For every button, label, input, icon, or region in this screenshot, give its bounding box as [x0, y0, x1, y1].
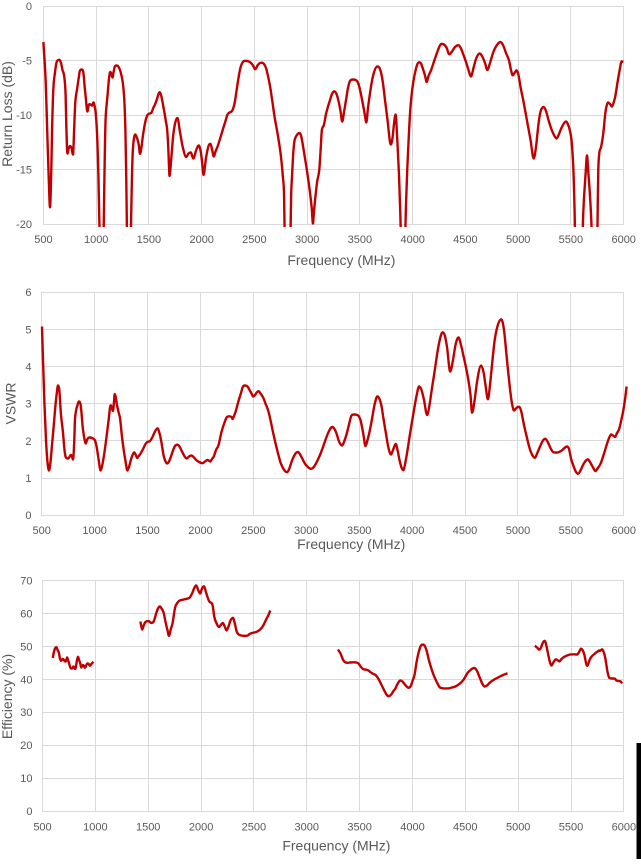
- svg-text:500: 500: [34, 234, 52, 246]
- svg-text:70: 70: [20, 576, 32, 588]
- svg-text:3500: 3500: [347, 525, 371, 537]
- svg-text:-10: -10: [16, 110, 32, 122]
- svg-text:5000: 5000: [506, 525, 530, 537]
- svg-text:Frequency (MHz): Frequency (MHz): [287, 252, 395, 268]
- svg-text:5500: 5500: [559, 822, 583, 834]
- svg-text:0: 0: [26, 806, 32, 818]
- svg-text:Efficiency (%): Efficiency (%): [0, 654, 15, 739]
- svg-text:2000: 2000: [189, 234, 213, 246]
- svg-text:4000: 4000: [400, 525, 424, 537]
- svg-text:-20: -20: [16, 219, 32, 231]
- svg-text:500: 500: [33, 525, 51, 537]
- svg-text:6000: 6000: [612, 822, 636, 834]
- svg-text:3000: 3000: [295, 234, 319, 246]
- svg-text:4000: 4000: [400, 822, 424, 834]
- svg-text:Return Loss (dB): Return Loss (dB): [0, 61, 15, 167]
- svg-text:2500: 2500: [241, 525, 265, 537]
- svg-text:1500: 1500: [136, 822, 160, 834]
- svg-text:6: 6: [25, 287, 31, 299]
- svg-text:1000: 1000: [83, 822, 107, 834]
- svg-text:Frequency (MHz): Frequency (MHz): [297, 536, 405, 552]
- svg-text:1000: 1000: [84, 234, 108, 246]
- svg-text:5500: 5500: [559, 234, 583, 246]
- svg-text:4: 4: [25, 362, 31, 374]
- svg-text:10: 10: [20, 773, 32, 785]
- svg-text:1500: 1500: [135, 525, 159, 537]
- svg-text:20: 20: [20, 740, 32, 752]
- svg-text:4500: 4500: [453, 525, 477, 537]
- svg-text:1500: 1500: [137, 234, 161, 246]
- svg-text:5: 5: [25, 324, 31, 336]
- svg-text:1000: 1000: [82, 525, 106, 537]
- svg-text:VSWR: VSWR: [3, 383, 19, 425]
- svg-text:3500: 3500: [347, 822, 371, 834]
- svg-text:Frequency (MHz): Frequency (MHz): [282, 838, 390, 854]
- svg-text:-15: -15: [16, 165, 32, 177]
- svg-text:0: 0: [25, 510, 31, 522]
- svg-text:3000: 3000: [295, 822, 319, 834]
- svg-text:60: 60: [20, 608, 32, 620]
- svg-text:-5: -5: [22, 56, 32, 68]
- svg-text:30: 30: [20, 707, 32, 719]
- svg-text:5500: 5500: [559, 525, 583, 537]
- svg-text:3500: 3500: [348, 234, 372, 246]
- svg-text:6000: 6000: [612, 525, 636, 537]
- svg-text:6000: 6000: [611, 234, 635, 246]
- svg-text:2: 2: [25, 436, 31, 448]
- svg-text:3000: 3000: [294, 525, 318, 537]
- svg-text:2000: 2000: [189, 822, 213, 834]
- svg-text:4500: 4500: [453, 234, 477, 246]
- svg-text:4000: 4000: [400, 234, 424, 246]
- svg-text:2500: 2500: [242, 234, 266, 246]
- svg-text:3: 3: [25, 399, 31, 411]
- svg-text:4500: 4500: [453, 822, 477, 834]
- svg-text:50: 50: [20, 641, 32, 653]
- svg-text:1: 1: [25, 473, 31, 485]
- svg-text:2000: 2000: [188, 525, 212, 537]
- svg-text:5000: 5000: [506, 822, 530, 834]
- svg-text:500: 500: [33, 822, 51, 834]
- svg-text:40: 40: [20, 674, 32, 686]
- svg-text:0: 0: [26, 1, 32, 13]
- svg-text:5000: 5000: [506, 234, 530, 246]
- svg-text:2500: 2500: [242, 822, 266, 834]
